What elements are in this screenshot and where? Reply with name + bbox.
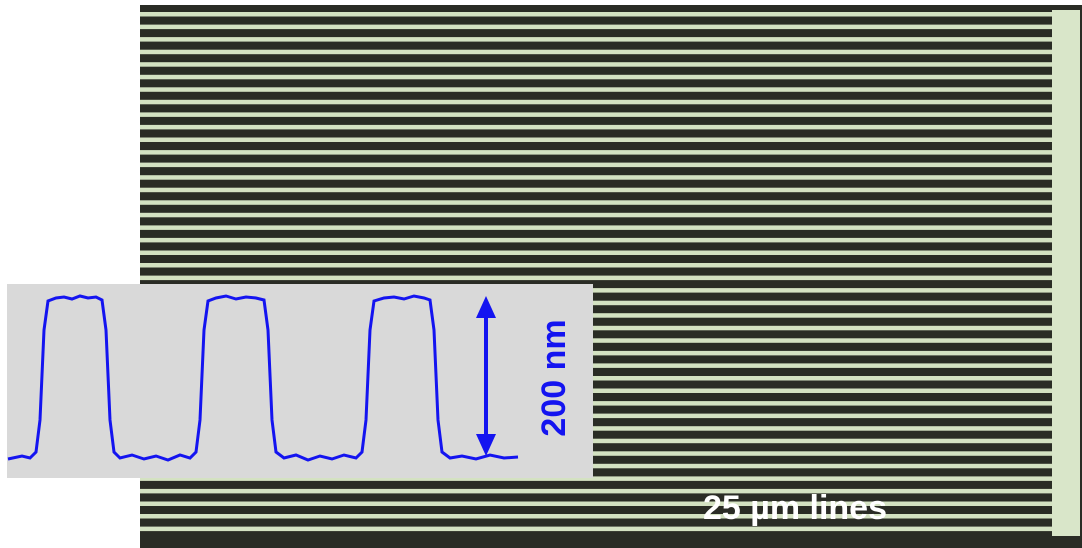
metal-line <box>140 12 1052 17</box>
metal-line <box>140 276 1052 281</box>
metal-line <box>140 200 1052 205</box>
metal-line <box>140 489 1052 494</box>
metal-line <box>140 100 1052 105</box>
metal-line <box>140 150 1052 155</box>
metal-line <box>140 62 1052 66</box>
metal-line <box>140 138 1052 143</box>
figure: 200 nm 25 µm lines <box>0 0 1082 548</box>
metal-line <box>140 50 1052 55</box>
profile-inset <box>7 284 593 478</box>
metal-line <box>140 514 1052 519</box>
metal-line <box>140 238 1052 243</box>
page: 200 nm 25 µm lines (() => { const data =… <box>0 0 1082 548</box>
metal-line <box>140 163 1052 168</box>
metal-line <box>140 25 1052 30</box>
metal-line <box>140 188 1052 193</box>
metal-line <box>140 175 1052 180</box>
metal-line <box>140 125 1052 129</box>
metal-line <box>140 251 1052 256</box>
step-height-label: 200 nm <box>535 319 573 436</box>
metal-line <box>140 75 1052 80</box>
metal-line <box>140 225 1052 230</box>
metal-line <box>140 213 1052 218</box>
metal-line <box>140 87 1052 92</box>
metal-line <box>140 112 1052 117</box>
metal-line <box>140 527 1052 532</box>
metal-line <box>140 37 1052 42</box>
metal-line <box>140 263 1052 268</box>
line-width-label: 25 µm lines <box>703 489 887 527</box>
comb-bus-bar <box>1052 10 1080 536</box>
metal-line <box>140 502 1052 507</box>
